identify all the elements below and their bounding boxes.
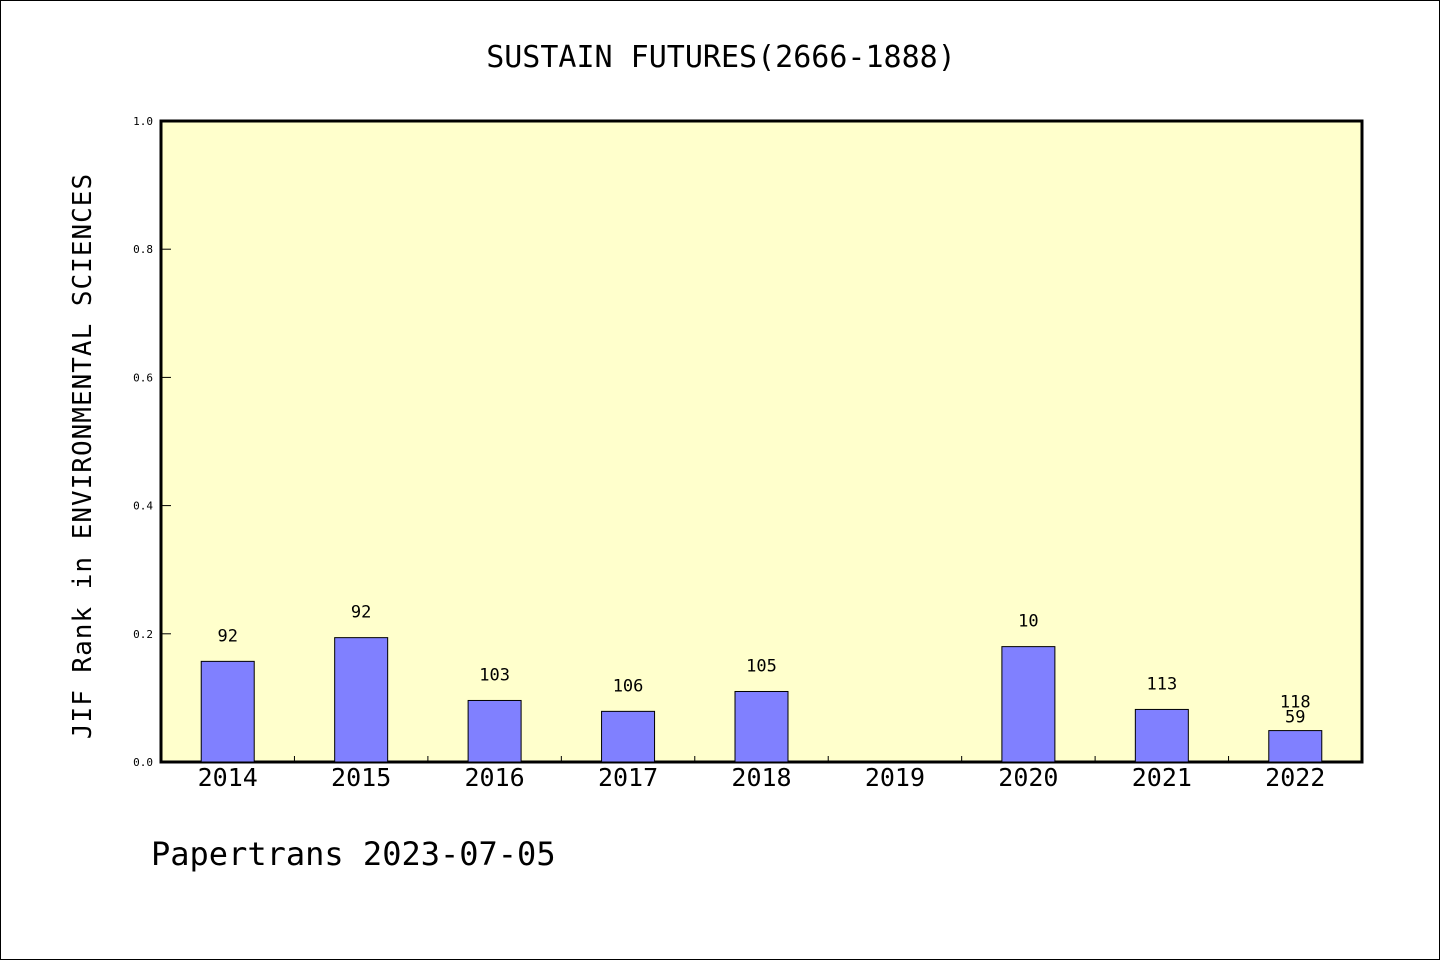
bar-2016 bbox=[467, 699, 522, 763]
x-tick-label: 2020 bbox=[998, 763, 1058, 792]
x-axis: 2014 2015 2016 2017 2018 2019 2020 2021 2022 bbox=[198, 756, 1325, 792]
data-label-2017: 106 bbox=[613, 676, 644, 696]
data-label-2022: 118 bbox=[1280, 693, 1311, 713]
x-tick-label: 2014 bbox=[198, 763, 258, 792]
x-tick-label: 2022 bbox=[1265, 763, 1325, 792]
bar-2021 bbox=[1134, 708, 1189, 763]
data-label-2016: 103 bbox=[479, 665, 510, 685]
x-tick-label: 2017 bbox=[598, 763, 658, 792]
data-label-2022: 59 bbox=[1285, 708, 1305, 728]
y-axis-label: JIF Rank in ENVIRONMENTAL SCIENCES bbox=[68, 173, 98, 739]
x-tick-label: 2016 bbox=[465, 763, 525, 792]
data-label-2015: 92 bbox=[351, 603, 371, 623]
data-label-2014: 92 bbox=[217, 626, 237, 646]
x-tick-label: 2018 bbox=[731, 763, 791, 792]
x-tick-label: 2021 bbox=[1132, 763, 1192, 792]
bar-2015 bbox=[334, 637, 389, 763]
bar-2020 bbox=[1001, 646, 1056, 763]
bar-2022 bbox=[1268, 730, 1323, 763]
bar-series bbox=[200, 637, 1323, 763]
data-label-2021: 113 bbox=[1146, 674, 1177, 694]
x-tick-label: 2019 bbox=[865, 763, 925, 792]
bar-2014 bbox=[200, 660, 255, 763]
y-tick-label: 0.8 bbox=[133, 243, 153, 256]
bar-2017 bbox=[601, 710, 656, 763]
bar-2018 bbox=[734, 690, 789, 763]
x-tick-label: 2015 bbox=[331, 763, 391, 792]
chart-title: SUSTAIN FUTURES(2666-1888) bbox=[486, 40, 956, 75]
footer-text: Papertrans 2023-07-05 bbox=[151, 835, 556, 873]
y-tick-label: 0.4 bbox=[133, 500, 153, 513]
y-tick-label: 1.0 bbox=[133, 115, 153, 128]
y-axis: 0.0 0.2 0.4 0.6 0.8 1.0 bbox=[133, 115, 171, 769]
y-tick-label: 0.0 bbox=[133, 756, 153, 769]
data-label-2018: 105 bbox=[746, 656, 777, 676]
data-label-2020: 10 bbox=[1018, 612, 1038, 632]
y-tick-label: 0.6 bbox=[133, 371, 153, 384]
y-tick-label: 0.2 bbox=[133, 628, 153, 641]
